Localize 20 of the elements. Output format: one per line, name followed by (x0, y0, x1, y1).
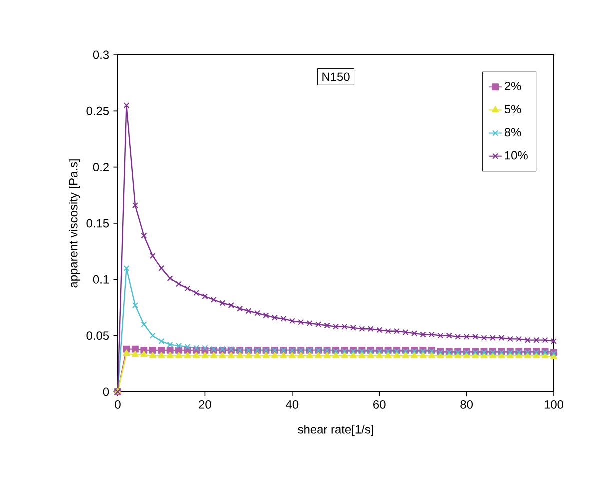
x-tick-label: 80 (460, 400, 473, 409)
legend-label: 8% (504, 128, 522, 137)
y-tick-label: 0.25 (86, 106, 110, 116)
x-tick-label: 100 (544, 400, 564, 409)
x-tick-label: 20 (199, 400, 212, 409)
legend-label: 10% (505, 151, 528, 160)
y-tick-label: 0.05 (86, 332, 110, 340)
y-tick-label: 0.1 (93, 275, 109, 284)
y-tick-label: 0 (103, 388, 110, 396)
y-tick-label: 0.2 (93, 163, 109, 172)
x-tick-label: 40 (286, 400, 299, 409)
annotation: N150 (322, 72, 350, 82)
x-axis-title: shear rate[1/s] (298, 425, 374, 436)
y-tick-label: 0.3 (93, 50, 110, 60)
x-tick-label: 0 (115, 400, 121, 409)
y-tick-label: 0.15 (86, 219, 110, 228)
x-tick-label: 60 (374, 400, 386, 409)
legend-label: 5% (504, 105, 522, 114)
legend-label: 2% (505, 82, 522, 90)
y-axis-title: apparent viscosity [Pa.s] (68, 160, 80, 288)
